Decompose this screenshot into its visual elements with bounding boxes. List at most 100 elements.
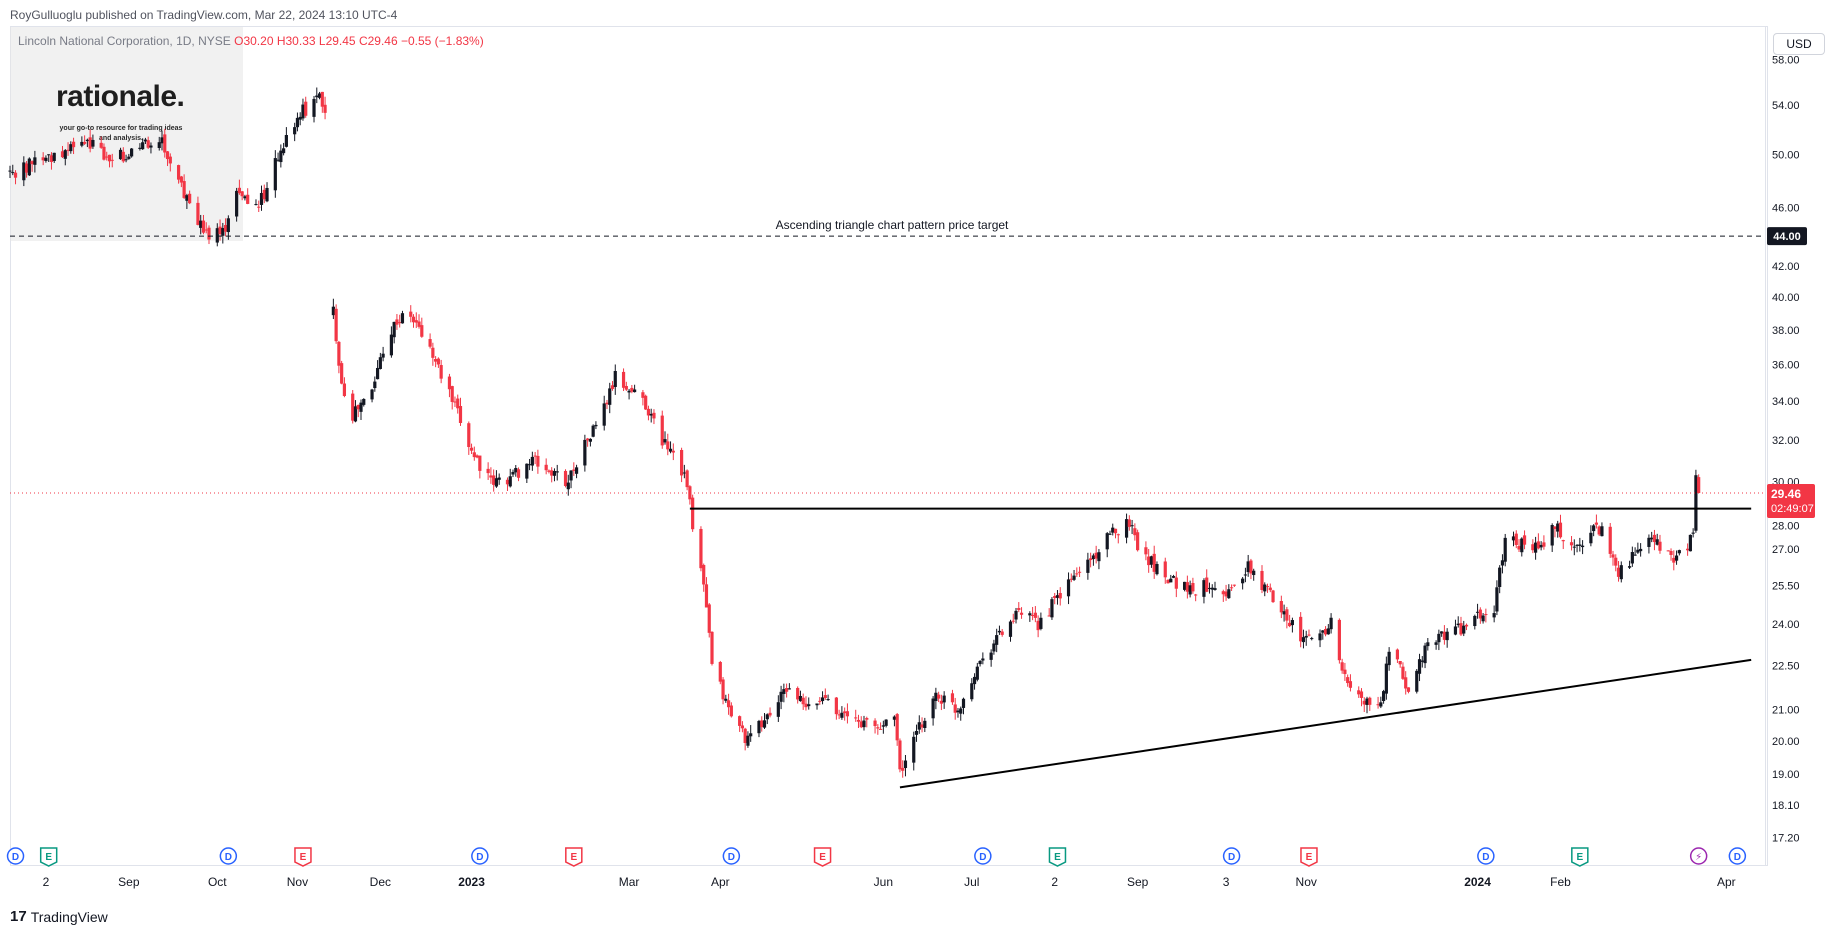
candle-body <box>970 683 974 700</box>
logo-title: rationale. <box>56 80 185 113</box>
candle-body <box>381 353 385 358</box>
price-target-axis-label: 44.00 <box>1773 231 1801 243</box>
time-tick-label: Nov <box>1296 875 1317 889</box>
candle-body <box>273 158 277 191</box>
candle-body <box>323 104 327 113</box>
candle-body <box>1144 547 1148 555</box>
time-tick-label: Nov <box>287 875 308 889</box>
candle-body <box>729 705 733 717</box>
candle-body <box>1453 626 1458 635</box>
candle-body <box>88 137 92 149</box>
candle-body <box>1077 571 1082 573</box>
price-tick-label: 25.50 <box>1772 580 1800 592</box>
logo-tagline: your go-to resource for trading ideas an… <box>59 125 183 142</box>
candle-body <box>1481 615 1485 622</box>
candle-body <box>409 311 413 317</box>
candle-body <box>1058 593 1062 599</box>
last-price-badge <box>1767 483 1815 518</box>
price-tick-label: 20.00 <box>1772 736 1800 748</box>
candle-body <box>1000 631 1004 635</box>
price-tick-label: 22.50 <box>1772 661 1800 673</box>
candle-body <box>1304 635 1308 638</box>
candle-body <box>1072 575 1076 580</box>
candle-body <box>262 189 266 200</box>
candle-body <box>160 137 164 144</box>
candle-body <box>1445 631 1449 641</box>
candle-body <box>1594 522 1599 525</box>
candle-body <box>1149 556 1154 565</box>
price-tick-label: 19.00 <box>1772 769 1800 781</box>
candle-body <box>1268 587 1272 591</box>
candle-body <box>961 698 966 708</box>
candle-body <box>1227 589 1231 599</box>
earnings-marker-icon <box>1571 847 1589 867</box>
candle-body <box>610 385 615 389</box>
candle-body <box>641 392 645 398</box>
candle-body <box>1263 584 1267 592</box>
candle-body <box>1116 534 1120 536</box>
candle-body <box>881 725 885 727</box>
candle-body <box>1210 587 1214 590</box>
candle-body <box>765 714 769 720</box>
candle-body <box>1124 519 1129 538</box>
candle-body <box>505 479 510 485</box>
candle-body <box>1542 542 1546 547</box>
candle-body <box>295 117 300 128</box>
candle-body <box>749 733 753 737</box>
candle-body <box>284 134 288 147</box>
candle-body <box>1498 567 1502 588</box>
candle-body <box>920 724 924 728</box>
candle-body <box>472 452 476 458</box>
legend-symbol[interactable]: Lincoln National Corporation, 1D, NYSE <box>18 34 231 48</box>
price-tick-label: 54.00 <box>1772 100 1800 112</box>
symbol-legend[interactable]: Lincoln National Corporation, 1D, NYSE O… <box>18 34 484 48</box>
candle-body <box>591 425 595 437</box>
currency-button[interactable]: USD <box>1773 33 1825 55</box>
candle-body <box>1558 522 1563 538</box>
candle-body <box>489 475 493 478</box>
candle-body <box>1630 552 1634 564</box>
candle-body <box>467 423 471 448</box>
candle-body <box>566 482 570 490</box>
candle-body <box>1271 590 1275 603</box>
candle-body <box>807 704 811 707</box>
candle-body <box>1127 519 1131 527</box>
candle-body <box>80 141 84 146</box>
candle-body <box>942 695 946 703</box>
candle-body <box>8 170 12 172</box>
candle-body <box>605 402 609 405</box>
candle-body <box>1652 534 1657 543</box>
chart-pane[interactable] <box>10 26 1768 866</box>
candle-body <box>1614 557 1618 566</box>
candle-body <box>972 676 977 685</box>
earnings-marker-label: E <box>570 852 577 863</box>
candle-body <box>1011 620 1015 622</box>
candle-body <box>555 471 559 473</box>
candle-body <box>533 455 537 457</box>
candle-body <box>237 187 241 194</box>
candle-body <box>1423 645 1427 664</box>
time-tick-label: 2 <box>43 875 50 889</box>
candle-body <box>997 630 1002 633</box>
tradingview-watermark[interactable]: 17 TradingView <box>10 908 108 925</box>
candle-body <box>337 341 341 366</box>
candle-body <box>157 142 161 148</box>
candle-body <box>118 149 123 160</box>
candle-body <box>439 365 443 379</box>
dividend-marker-icon <box>6 847 25 865</box>
candle-body <box>494 478 499 487</box>
candle-body <box>395 319 399 325</box>
candle-body <box>1155 563 1159 575</box>
candle-body <box>373 381 377 389</box>
candle-body <box>1633 554 1637 556</box>
candle-body <box>854 717 858 719</box>
legend-low: L29.45 <box>318 34 356 48</box>
candle-body <box>342 383 347 396</box>
candle-body <box>254 204 258 206</box>
candle-body <box>621 371 626 388</box>
candle-body <box>1517 546 1521 550</box>
dividend-marker-label: D <box>728 852 735 863</box>
candle-body <box>1578 544 1582 546</box>
candle-body <box>1050 599 1054 618</box>
candle-body <box>1249 560 1253 574</box>
